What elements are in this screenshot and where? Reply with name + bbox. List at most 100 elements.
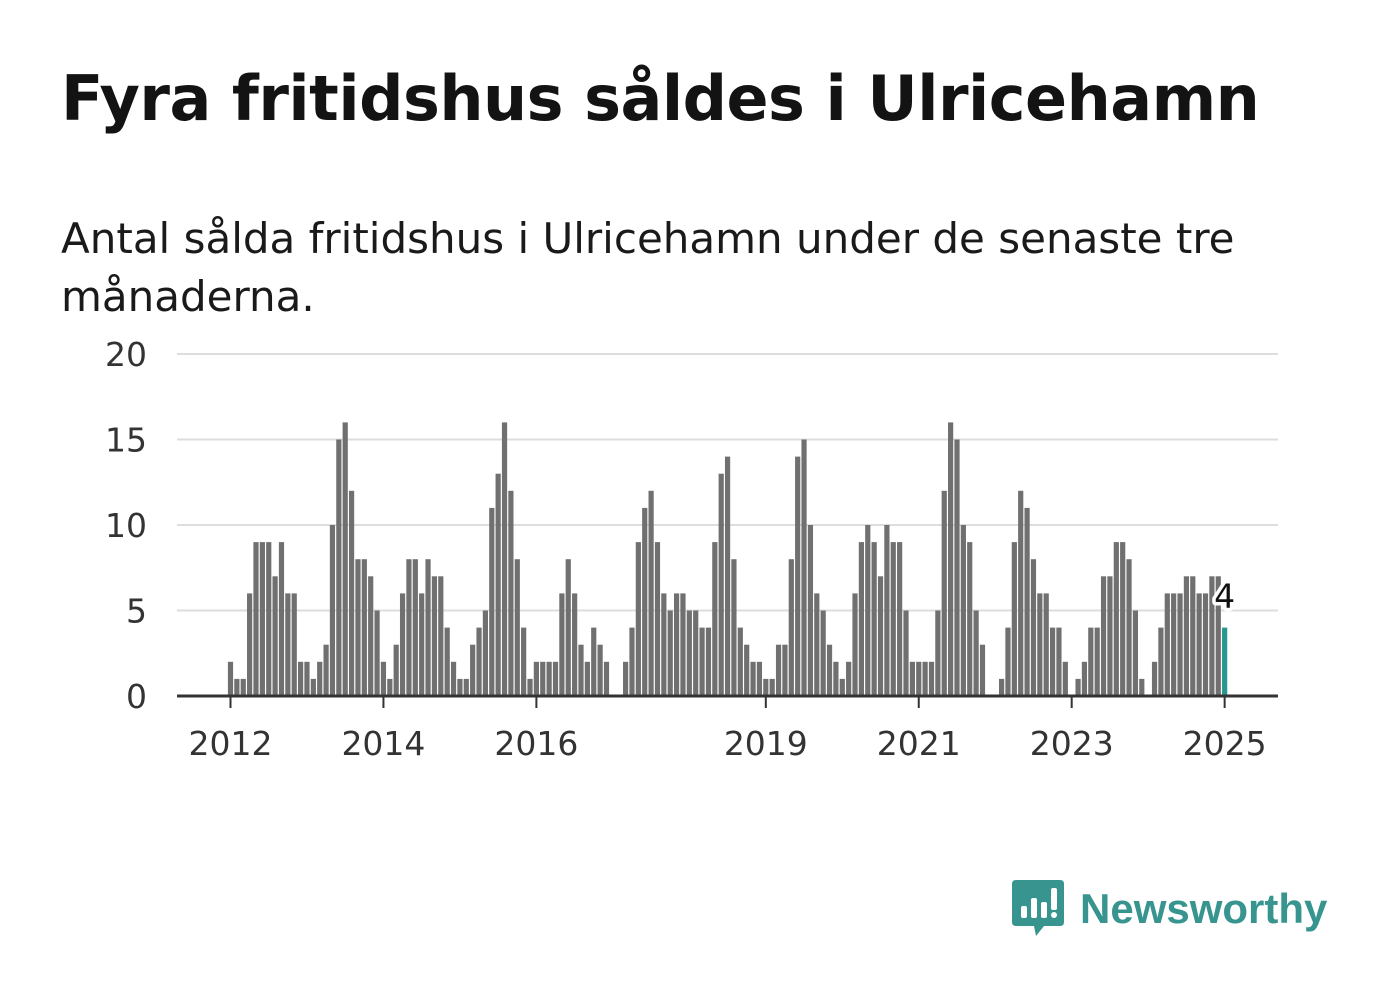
bar [948,422,954,696]
bar [1139,678,1145,696]
bar [788,559,794,696]
bar [336,439,342,696]
chart-title: Fyra fritidshus såldes i Ulricehamn [61,62,1260,135]
bar [916,661,922,696]
bar [1120,542,1126,696]
bar [438,576,444,696]
bar [1075,678,1081,696]
y-tick-label: 5 [126,592,147,631]
bar [954,439,960,696]
bar [514,559,520,696]
bar [846,661,852,696]
bar [597,644,603,696]
chart-subtitle: Antal sålda fritidshus i Ulricehamn unde… [61,214,1235,321]
x-tick-label: 2025 [1183,724,1267,763]
bar [928,661,935,696]
bar [521,627,527,696]
bar [1171,593,1177,696]
bar [368,576,374,696]
bar [731,559,737,696]
bar [623,661,629,696]
bar [559,593,565,696]
bar [744,644,750,696]
bar [399,593,406,696]
bar [291,593,297,696]
bar [457,678,463,696]
bar [960,525,966,696]
bar [444,627,450,696]
bar [603,661,610,696]
bar [1132,610,1139,696]
bar [807,525,814,696]
bar [648,490,654,696]
bar [310,678,316,696]
bar [635,542,641,696]
bar [782,644,788,696]
bar [406,559,412,696]
bar [1209,576,1215,696]
bar [1151,661,1158,696]
bar [272,576,278,696]
bar [1164,593,1170,696]
bar [578,644,584,696]
bar [693,610,699,696]
bar [552,661,559,696]
bar [642,507,648,696]
y-tick-label: 20 [105,335,147,374]
bar [227,661,234,696]
bar [1113,542,1119,696]
bar [489,507,495,696]
x-tick-label: 2019 [724,724,808,763]
bar [1018,490,1024,696]
bar [737,627,743,696]
bar [425,559,431,696]
bar [342,422,348,696]
bar [1215,576,1221,696]
bar [546,661,552,696]
bar [1158,627,1164,696]
bar [661,593,667,696]
bar [431,576,438,696]
newsworthy-logo-text: Newsworthy [1080,885,1328,932]
bar [1024,507,1030,696]
bar [1100,576,1107,696]
bar [871,542,877,696]
x-tick-label: 2016 [494,724,578,763]
bar [501,422,508,696]
bar [826,644,833,696]
bar [348,490,355,696]
bar [1062,661,1068,696]
bar [533,661,539,696]
bar [712,542,718,696]
bar [247,593,253,696]
bar [419,593,425,696]
highlighted-bar [1222,627,1228,696]
bar [234,678,240,696]
bar [763,678,769,696]
bar [278,542,285,696]
bar [450,661,457,696]
y-tick-label: 0 [126,677,147,716]
bar [979,644,986,696]
bar [705,627,712,696]
x-tick-label: 2012 [189,724,273,763]
bar [941,490,947,696]
bar [387,678,393,696]
bar [240,678,246,696]
bar [1030,559,1037,696]
bar [476,627,482,696]
bar [897,542,903,696]
bar [801,439,807,696]
bar [470,644,476,696]
newsworthy-logo-icon [1012,880,1064,936]
bar [629,627,635,696]
bar [329,525,336,696]
bar [775,644,782,696]
bar [769,678,775,696]
bar [304,661,310,696]
bar [1177,593,1183,696]
x-tick-label: 2014 [341,724,425,763]
bar [527,678,533,696]
bar [1081,661,1088,696]
bar [973,610,979,696]
